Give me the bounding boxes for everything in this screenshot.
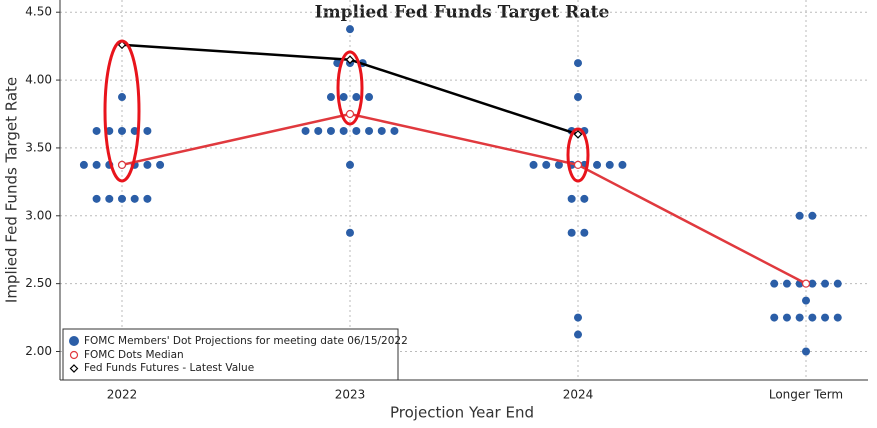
dot — [79, 160, 88, 169]
x-tick-label: Longer Term — [769, 388, 843, 402]
median-marker — [573, 160, 583, 169]
dot — [782, 313, 791, 322]
dot — [770, 313, 779, 322]
annotations — [103, 39, 590, 183]
dot — [802, 347, 810, 356]
dot — [554, 160, 563, 169]
legend-marker — [69, 350, 79, 360]
legend-label: FOMC Dots Median — [84, 349, 184, 361]
dot — [339, 93, 348, 102]
legend-label: Fed Funds Futures - Latest Value — [84, 362, 254, 374]
dot — [574, 313, 582, 322]
dot — [808, 313, 817, 322]
highlight-ellipse — [103, 39, 141, 183]
dot — [118, 93, 126, 102]
dot — [365, 126, 374, 135]
dot — [105, 194, 114, 203]
dot — [326, 126, 335, 135]
dot — [352, 93, 361, 102]
dot — [92, 160, 101, 169]
dot — [390, 126, 399, 135]
dot — [156, 160, 165, 169]
highlight-ellipse — [336, 50, 364, 126]
dot — [118, 194, 126, 203]
median-marker — [801, 279, 811, 288]
dot — [377, 126, 386, 135]
dot — [346, 160, 354, 169]
dot — [352, 126, 361, 135]
median-marker — [345, 109, 355, 119]
dot — [542, 160, 551, 169]
median-marker — [117, 160, 127, 169]
y-tick-label: 2.50 — [25, 276, 52, 290]
dot — [143, 160, 152, 169]
futures-marker — [117, 40, 127, 50]
dot — [580, 228, 589, 237]
dot — [802, 296, 810, 305]
futures-marker — [573, 130, 583, 139]
dot — [92, 126, 101, 135]
dot — [567, 194, 576, 203]
dot — [567, 228, 576, 237]
dot — [143, 194, 152, 203]
dot — [339, 126, 348, 135]
legend-marker — [69, 364, 79, 373]
dot — [574, 59, 582, 68]
y-tick-label: 4.00 — [25, 73, 52, 87]
dot — [833, 279, 842, 288]
dot — [833, 313, 842, 322]
dot — [795, 211, 804, 220]
x-tick-label: 2022 — [107, 388, 138, 402]
y-tick-label: 3.00 — [25, 208, 52, 222]
dot — [821, 313, 830, 322]
dot — [618, 160, 627, 169]
x-tick-label: 2024 — [563, 388, 594, 402]
chart-title: Implied Fed Funds Target Rate — [315, 3, 610, 23]
x-axis-label: Projection Year End — [390, 404, 534, 422]
dot — [580, 194, 589, 203]
dot — [605, 160, 614, 169]
dot — [574, 330, 582, 339]
futures-marker — [345, 55, 355, 65]
x-tick-label: 2023 — [335, 388, 366, 402]
y-axis-label: Implied Fed Funds Target Rate — [3, 77, 21, 303]
dot — [574, 93, 582, 102]
dot — [92, 194, 101, 203]
dot — [593, 160, 602, 169]
dot — [346, 25, 354, 34]
dot — [795, 313, 804, 322]
dot — [314, 126, 323, 135]
dot — [365, 93, 374, 102]
dot — [770, 279, 779, 288]
legend-box — [62, 328, 399, 381]
dot — [326, 93, 335, 102]
dot — [346, 228, 354, 237]
series-line — [121, 112, 807, 285]
y-tick-label: 2.00 — [25, 344, 52, 358]
legend-marker — [69, 336, 79, 346]
dot — [301, 126, 310, 135]
legend: FOMC Members' Dot Projections for meetin… — [62, 328, 408, 381]
y-tick-label: 4.50 — [25, 5, 52, 19]
dot — [808, 211, 817, 220]
dot — [143, 126, 152, 135]
dot — [808, 279, 817, 288]
dot — [529, 160, 538, 169]
highlight-ellipse — [566, 127, 590, 183]
dot — [821, 279, 830, 288]
y-tick-label: 3.50 — [25, 140, 52, 154]
dot — [130, 194, 139, 203]
plot-area — [60, 0, 868, 380]
dot — [118, 126, 126, 135]
dot — [782, 279, 791, 288]
legend-label: FOMC Members' Dot Projections for meetin… — [84, 335, 408, 347]
